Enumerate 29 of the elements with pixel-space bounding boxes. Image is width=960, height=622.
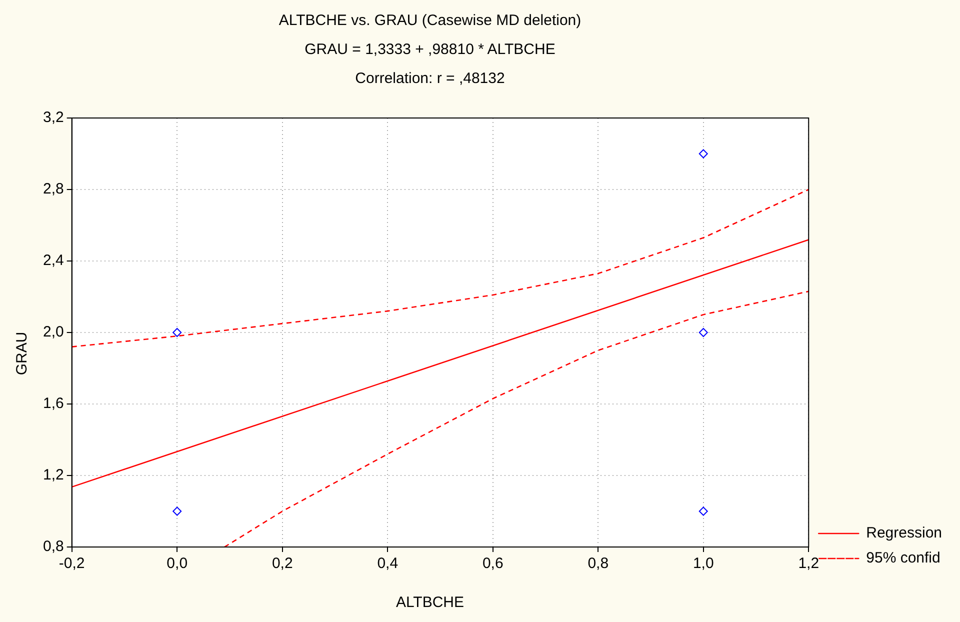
point — [698, 149, 708, 158]
x-tick-label: 0,8 — [588, 555, 609, 572]
point — [698, 328, 708, 337]
y-axis-title: GRAU — [14, 330, 30, 378]
text: Correlation: r = ,48132 — [354, 69, 506, 89]
legend-label: 95% confid — [866, 550, 940, 567]
legend-label: Regression — [866, 524, 942, 542]
chart-title: ALTBCHE vs. GRAU (Casewise MD deletion) — [278, 11, 582, 31]
y-tick-label: 1,6 — [42, 395, 64, 412]
x-tick-label: 0,2 — [272, 555, 293, 572]
y-tick-label: 1,2 — [42, 466, 64, 484]
x-tick-label: 0,4 — [377, 555, 398, 572]
y-tick-label: 2,0 — [42, 324, 64, 341]
y-tick-label: 0,8 — [42, 538, 64, 556]
x-axis-title: ALTBCHE — [394, 594, 466, 611]
y-tick-label: 3,2 — [42, 109, 64, 126]
x-tick-label: 1,2 — [798, 555, 820, 572]
y-tick-label: 2,8 — [42, 180, 64, 198]
x-tick-label: 1,0 — [692, 555, 714, 572]
point — [172, 506, 182, 516]
point — [698, 506, 708, 516]
x-tick-label: -0,2 — [58, 555, 85, 572]
chart-subtitle: GRAU = 1,3333 + ,98810 * ALTBCHE — [304, 40, 556, 60]
line-series — [72, 188, 809, 348]
y-tick-label: 2,4 — [42, 252, 64, 270]
line-series — [224, 290, 809, 547]
point — [172, 328, 182, 337]
x-tick-label: 0,6 — [482, 555, 504, 572]
x-tick-label: 0,0 — [166, 555, 188, 572]
